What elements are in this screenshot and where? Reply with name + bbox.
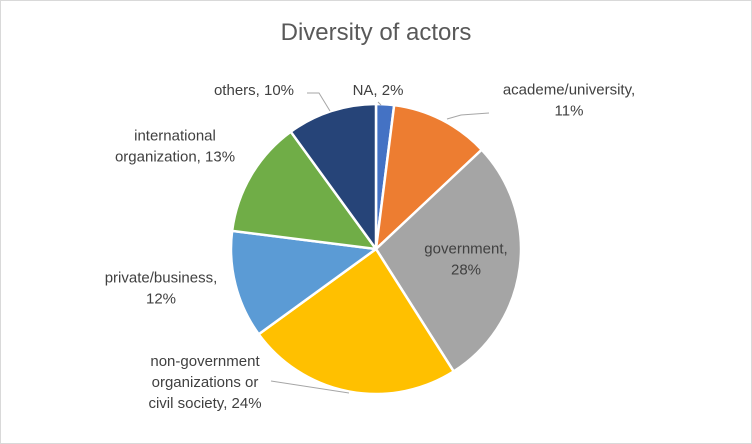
- data-label-line: organization, 13%: [115, 149, 235, 166]
- leader-line: [446, 112, 490, 120]
- data-label: non-government organizations or civil soci…: [148, 353, 261, 412]
- data-label-line: international: [134, 128, 216, 145]
- pie-slice-others: [289, 102, 378, 251]
- data-label: others, 10%: [214, 82, 294, 99]
- leader-line: [307, 92, 331, 112]
- data-label: government, 28%: [424, 241, 507, 279]
- data-label: private/business, 12%: [105, 270, 218, 308]
- data-label-line: civil society, 24%: [148, 395, 261, 412]
- data-label-line: non-government: [150, 353, 260, 370]
- pie-slice-government: [374, 148, 523, 373]
- data-label-line: private/business,: [105, 270, 218, 287]
- data-label-line: others, 10%: [214, 82, 294, 99]
- data-label: international organization, 13%: [115, 128, 235, 166]
- data-label-line: organizations or: [152, 374, 259, 391]
- pie-slice-private-business: [229, 229, 378, 336]
- chart-title: Diversity of actors: [280, 19, 472, 46]
- leader-line: [270, 380, 350, 394]
- pie-slice-academe-university: [374, 103, 483, 251]
- data-label-line: 12%: [146, 291, 176, 308]
- data-label-line: government,: [424, 241, 507, 258]
- pie-slice-international-organization: [230, 130, 378, 251]
- data-label: academe/university, 11%: [503, 82, 635, 120]
- leader-line: [377, 101, 382, 106]
- data-label-line: 28%: [451, 262, 481, 279]
- data-label-line: 11%: [555, 103, 584, 120]
- data-label-line: NA, 2%: [353, 82, 404, 99]
- pie-slice-non-government-organizations-or-civil-society: [257, 247, 455, 396]
- data-label-line: academe/university,: [503, 82, 635, 99]
- data-label: NA, 2%: [353, 82, 404, 99]
